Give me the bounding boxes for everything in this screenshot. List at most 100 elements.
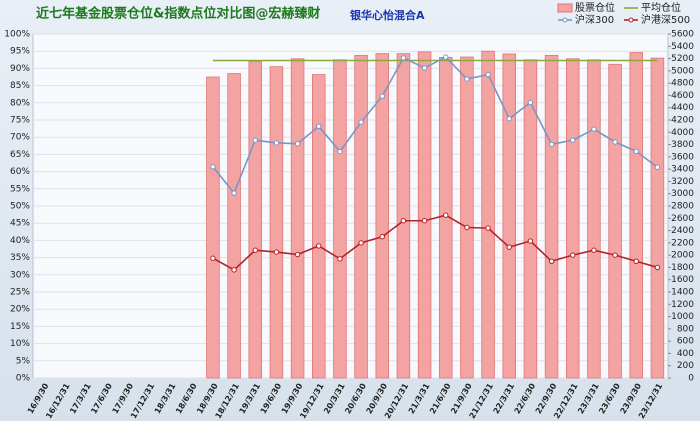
chart-subtitle: 银华心怡混合A xyxy=(350,8,425,22)
y-tick-label: 30% xyxy=(10,270,30,280)
marker xyxy=(654,264,661,271)
marker xyxy=(421,65,428,71)
y2-tick-label: 1000 xyxy=(671,312,694,322)
marker xyxy=(358,240,364,246)
y2-tick-label: 1400 xyxy=(671,288,694,298)
bar xyxy=(587,59,601,379)
y-tick-label: 70% xyxy=(10,133,30,143)
y-tick-label: 50% xyxy=(10,202,30,212)
y2-tick-label: 4200 xyxy=(671,116,694,126)
bar xyxy=(629,52,644,379)
bar xyxy=(227,73,241,379)
bar xyxy=(354,54,368,379)
marker xyxy=(210,164,216,170)
y2-tick-label: 2800 xyxy=(671,202,694,212)
marker xyxy=(400,55,407,61)
marker xyxy=(591,126,597,132)
marker xyxy=(506,244,512,250)
line xyxy=(212,214,658,271)
marker xyxy=(570,137,576,143)
y-tick-label: 80% xyxy=(10,98,30,108)
y-tick-label: 45% xyxy=(10,219,30,229)
marker xyxy=(316,123,322,130)
marker xyxy=(337,256,343,262)
y2-tick-label: 4600 xyxy=(671,91,694,101)
y-tick-label: 35% xyxy=(10,253,30,263)
bar xyxy=(290,58,305,379)
y-tick-label: 25% xyxy=(10,288,30,298)
y2-tick-label: 1600 xyxy=(671,275,694,285)
legend-label: 沪港深500 xyxy=(641,13,690,26)
marker xyxy=(210,255,216,261)
marker xyxy=(316,243,322,249)
y2-tick-label: 3600 xyxy=(671,152,694,162)
bar xyxy=(460,56,474,379)
marker xyxy=(464,76,470,82)
y-tick-label: 75% xyxy=(10,116,30,126)
marker xyxy=(379,234,385,240)
bar xyxy=(502,53,516,379)
marker xyxy=(400,218,407,224)
marker xyxy=(612,139,618,145)
marker xyxy=(294,251,301,258)
y2-tick-label: 3800 xyxy=(671,140,694,150)
y2-tick-label: 2600 xyxy=(671,214,694,224)
marker xyxy=(654,164,661,170)
marker xyxy=(443,54,449,60)
marker xyxy=(464,224,470,231)
marker xyxy=(527,238,534,244)
line xyxy=(212,56,658,195)
bar xyxy=(566,58,580,379)
y-tick-label: 0% xyxy=(16,374,31,384)
marker xyxy=(252,247,258,253)
bar xyxy=(311,74,326,379)
y2-tick-label: 1200 xyxy=(671,300,694,310)
y2-tick-label: 1800 xyxy=(671,263,694,273)
marker xyxy=(358,119,364,125)
bar xyxy=(333,59,347,379)
y2-tick-label: 3000 xyxy=(671,189,694,199)
marker xyxy=(443,212,449,218)
y2-tick-label: 5600 xyxy=(671,30,694,40)
y2-tick-label: 5000 xyxy=(671,66,694,76)
legend-label: 沪深300 xyxy=(575,13,614,26)
y2-tick-label: 5200 xyxy=(671,54,694,64)
marker xyxy=(570,252,576,258)
y2-tick-label: 4800 xyxy=(671,79,694,89)
y2-tick-label: 2200 xyxy=(671,238,694,248)
bar xyxy=(269,66,284,379)
y2-tick-label: 3400 xyxy=(671,165,694,175)
bar xyxy=(544,54,559,379)
y-tick-label: 5% xyxy=(16,356,31,366)
marker xyxy=(421,218,428,224)
y2-tick-label: 2000 xyxy=(671,251,694,261)
marker xyxy=(548,141,555,148)
marker xyxy=(485,225,491,231)
marker xyxy=(294,141,301,147)
bar xyxy=(650,57,665,379)
legend-label: 平均仓位 xyxy=(641,1,681,14)
y-tick-label: 10% xyxy=(10,339,30,349)
marker xyxy=(231,190,237,196)
y-tick-label: 40% xyxy=(10,236,30,246)
bar xyxy=(481,50,495,379)
y2-tick-label: 800 xyxy=(677,324,694,334)
chart-title: 近七年基金股票仓位&指数点位对比图@宏赫臻财 xyxy=(36,6,320,22)
legend-label: 股票仓位 xyxy=(575,1,615,14)
marker xyxy=(252,137,258,143)
legend-marker xyxy=(562,17,568,23)
bar xyxy=(206,76,220,379)
y-tick-label: 85% xyxy=(10,81,30,91)
y2-tick-label: 4000 xyxy=(671,128,694,138)
y-tick-label: 20% xyxy=(10,305,30,315)
marker xyxy=(379,93,385,99)
marker xyxy=(633,148,639,155)
marker xyxy=(527,99,534,106)
y-tick-label: 95% xyxy=(10,47,30,57)
bar xyxy=(375,53,389,379)
y2-tick-label: 400 xyxy=(677,349,694,359)
bar xyxy=(396,53,411,379)
marker xyxy=(506,115,512,122)
marker xyxy=(273,249,280,255)
